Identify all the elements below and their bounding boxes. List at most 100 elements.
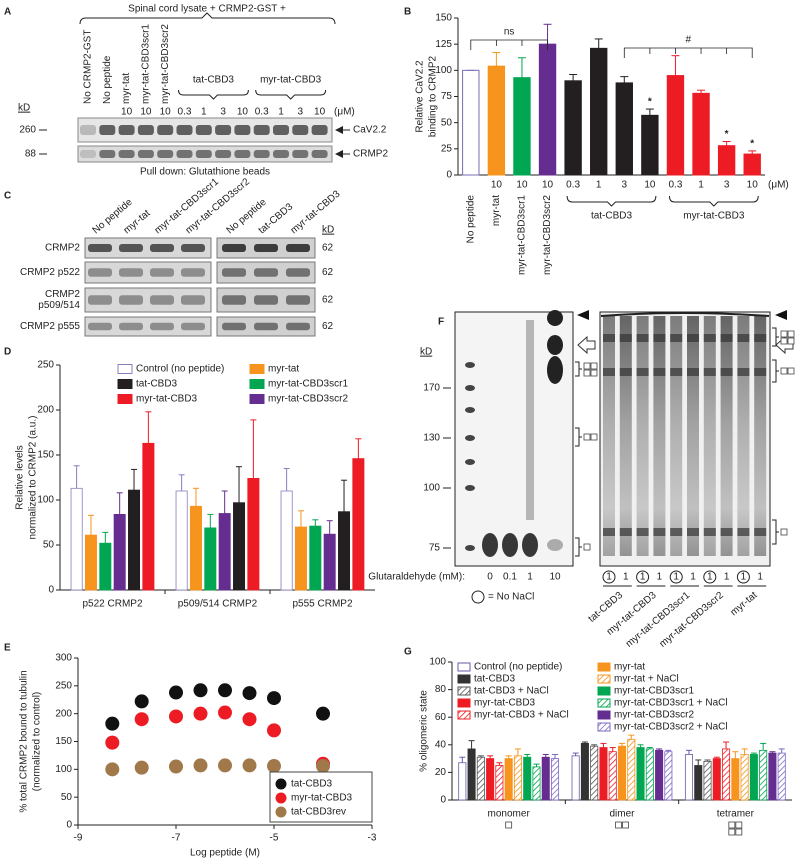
- legend-label: Control (no peptide): [136, 364, 224, 375]
- smear: [754, 316, 767, 556]
- legend-label: tat-CBD3rev: [291, 807, 346, 818]
- legend-label: myr-tat-CBD3scr2 + NaCl: [614, 722, 728, 733]
- y-tick-label: 0: [48, 585, 54, 596]
- group-label: tat-CBD3: [193, 75, 235, 86]
- y-tick-label: 40: [435, 739, 447, 750]
- band: [150, 268, 174, 277]
- band: [670, 334, 683, 342]
- ladder-band: [465, 545, 475, 551]
- marker-size: 130: [423, 433, 440, 444]
- blot: [84, 261, 212, 284]
- oligomer-icon: [735, 821, 743, 829]
- band: [547, 539, 563, 551]
- y-tick-label: 150: [55, 736, 72, 747]
- band: [737, 368, 750, 376]
- x-tick-label: -7: [172, 833, 181, 844]
- y-tick-label: 150: [37, 450, 54, 461]
- point: [134, 712, 149, 727]
- dose: 1: [201, 107, 207, 118]
- dose: 3: [724, 180, 730, 191]
- x-tick-label: dimer: [609, 809, 635, 820]
- dose: 10: [747, 180, 759, 191]
- dose: 10: [237, 107, 249, 118]
- legend-box: [269, 771, 373, 823]
- oligomer-icon: [728, 821, 736, 829]
- legend-label: myr-tat + NaCl: [614, 674, 679, 685]
- x-tick-label: -5: [270, 833, 279, 844]
- glut-label: Glutaraldehyde (mM):: [368, 572, 465, 583]
- point: [105, 762, 120, 777]
- legend-label: myr-tat-CBD3scr1 + NaCl: [614, 698, 728, 709]
- band: [234, 125, 251, 135]
- bar: [84, 534, 97, 591]
- smear: [526, 320, 534, 520]
- bar: [487, 65, 506, 176]
- y-axis-label: normalized to CRMP2 (a.u.): [28, 416, 39, 540]
- band: [150, 244, 174, 252]
- legend-swatch: [275, 792, 287, 804]
- band: [254, 268, 278, 277]
- lane-mark: 1: [690, 572, 696, 583]
- band: [522, 533, 538, 557]
- smear: [720, 316, 733, 556]
- oligomer-icon: [583, 433, 591, 441]
- marker-size: 62: [322, 321, 334, 332]
- point: [267, 723, 281, 738]
- band: [118, 150, 135, 158]
- legend-swatch: [275, 806, 287, 818]
- y-axis-label: Relative levels: [15, 445, 26, 509]
- bar: [599, 747, 608, 801]
- bar: [692, 92, 710, 176]
- dose: 3: [622, 180, 628, 191]
- lane-label: myr-tat-CBD3scr2: [160, 24, 171, 104]
- bracket: [575, 537, 582, 557]
- bar: [636, 747, 645, 801]
- band: [119, 322, 143, 331]
- bar: [462, 69, 480, 176]
- legend-label: myr-tat-CBD3scr2: [614, 710, 694, 721]
- bar: [504, 758, 513, 801]
- gel-top: [600, 312, 770, 317]
- smear: [603, 316, 615, 556]
- band: [286, 322, 310, 331]
- bar: [627, 738, 636, 801]
- band: [137, 150, 154, 158]
- lane-circle: [669, 570, 683, 584]
- kd-label: kD: [322, 225, 334, 236]
- point: [316, 758, 330, 773]
- legend-label: tat-CBD3: [474, 674, 516, 685]
- smear: [737, 316, 750, 556]
- legend-label: myr-tat-CBD3scr2: [268, 394, 348, 405]
- dose: 0.3: [255, 107, 269, 118]
- bar: [664, 751, 673, 801]
- bar: [338, 511, 351, 591]
- legend-circle: [471, 590, 485, 604]
- legend-swatch: [597, 698, 611, 708]
- dose: 10: [516, 180, 528, 191]
- point: [242, 686, 257, 701]
- band: [99, 125, 116, 135]
- bar: [641, 114, 659, 176]
- legend-swatch: [457, 686, 471, 696]
- bar: [759, 749, 768, 801]
- band: [720, 334, 733, 342]
- band: [195, 150, 212, 158]
- lane-label: No peptide: [102, 55, 113, 104]
- bar: [99, 542, 112, 591]
- band: [273, 150, 289, 158]
- row-label: p509/514: [38, 300, 80, 311]
- bar: [280, 490, 293, 591]
- band: [234, 150, 251, 158]
- band: [703, 334, 716, 342]
- bar: [580, 743, 589, 801]
- y-tick-label: 100: [435, 65, 452, 76]
- legend-swatch: [457, 662, 471, 672]
- dose: 10: [140, 107, 152, 118]
- legend-label: Control (no peptide): [474, 662, 562, 673]
- y-axis-label: binding to CRMP2: [428, 55, 439, 137]
- brace: [566, 195, 657, 207]
- band: [653, 528, 666, 536]
- dose: 10: [160, 107, 172, 118]
- point: [169, 759, 183, 774]
- oligomer-icon: [583, 543, 591, 551]
